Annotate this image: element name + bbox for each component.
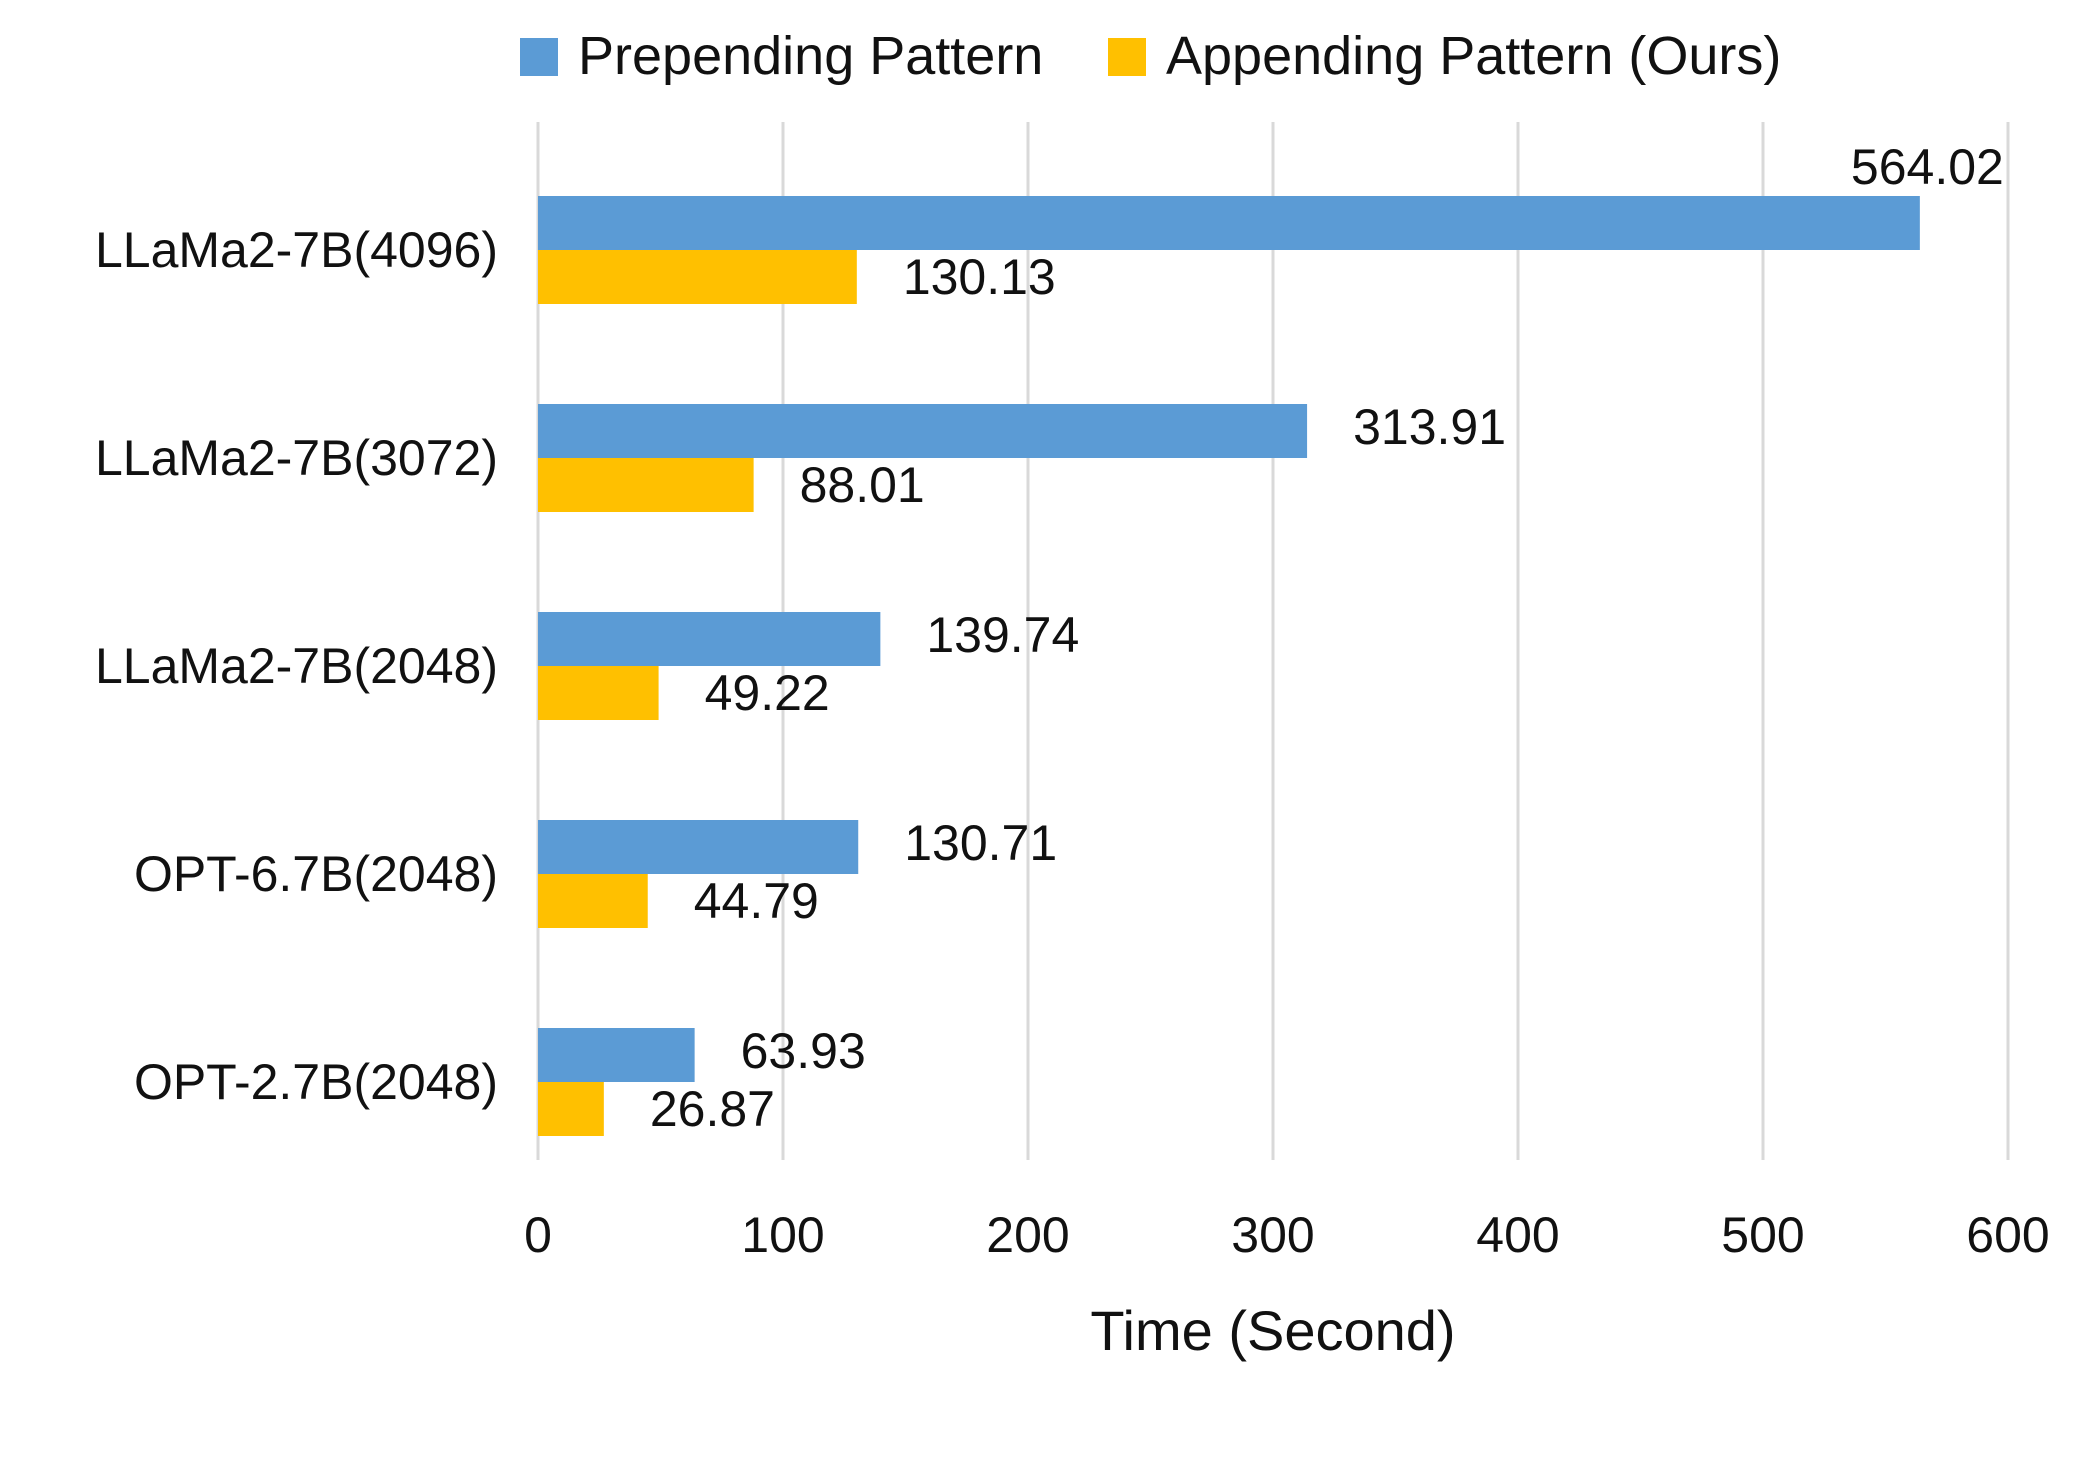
category-label-llama2-7b-2048: LLaMa2-7B(2048)	[95, 638, 498, 694]
value-label-appending-llama2-7b-4096: 130.13	[903, 249, 1056, 305]
bar-prepending-opt-6-7b-2048	[538, 820, 859, 874]
bar-appending-opt-2-7b-2048	[538, 1082, 604, 1136]
x-tick-label-300: 300	[1231, 1207, 1314, 1263]
value-label-appending-opt-2-7b-2048: 26.87	[650, 1081, 775, 1137]
value-labels: 564.02 130.13 313.91 88.01 139.74 49.22 130.71…	[650, 139, 2004, 1137]
value-label-prepending-opt-2-7b-2048: 63.93	[741, 1023, 866, 1079]
legend: Prepending Pattern Appending Pattern (Ou…	[520, 26, 1781, 86]
x-tick-label-200: 200	[986, 1207, 1069, 1263]
value-label-appending-opt-6-7b-2048: 44.79	[694, 873, 819, 929]
value-label-appending-llama2-7b-3072: 88.01	[800, 457, 925, 513]
value-label-prepending-llama2-7b-2048: 139.74	[926, 607, 1079, 663]
x-tick-labels: 0 100 200 300 400 500 600	[524, 1207, 2050, 1263]
legend-swatch-prepending	[520, 38, 558, 76]
value-label-prepending-llama2-7b-3072: 313.91	[1353, 399, 1506, 455]
bars	[538, 196, 1920, 1136]
x-axis-title: Time (Second)	[1090, 1299, 1455, 1362]
x-tick-label-100: 100	[741, 1207, 824, 1263]
x-tick-label-600: 600	[1966, 1207, 2049, 1263]
value-label-appending-llama2-7b-2048: 49.22	[705, 665, 830, 721]
bar-appending-llama2-7b-2048	[538, 666, 659, 720]
value-label-prepending-llama2-7b-4096: 564.02	[1851, 139, 2004, 195]
bar-appending-llama2-7b-3072	[538, 458, 754, 512]
bar-prepending-llama2-7b-3072	[538, 404, 1308, 458]
x-tick-label-400: 400	[1476, 1207, 1559, 1263]
category-labels: LLaMa2-7B(4096) LLaMa2-7B(3072) LLaMa2-7B(…	[95, 222, 498, 1110]
bar-prepending-llama2-7b-4096	[538, 196, 1920, 250]
x-tick-label-500: 500	[1721, 1207, 1804, 1263]
value-label-prepending-opt-6-7b-2048: 130.71	[904, 815, 1057, 871]
legend-label-prepending: Prepending Pattern	[578, 26, 1043, 86]
bar-appending-opt-6-7b-2048	[538, 874, 648, 928]
bar-appending-llama2-7b-4096	[538, 250, 857, 304]
category-label-llama2-7b-3072: LLaMa2-7B(3072)	[95, 430, 498, 486]
legend-label-appending: Appending Pattern (Ours)	[1166, 26, 1781, 86]
legend-swatch-appending	[1108, 38, 1146, 76]
category-label-opt-2-7b-2048: OPT-2.7B(2048)	[134, 1054, 498, 1110]
category-label-opt-6-7b-2048: OPT-6.7B(2048)	[134, 846, 498, 902]
bar-prepending-opt-2-7b-2048	[538, 1028, 695, 1082]
x-tick-label-0: 0	[524, 1207, 552, 1263]
bar-prepending-llama2-7b-2048	[538, 612, 881, 666]
category-label-llama2-7b-4096: LLaMa2-7B(4096)	[95, 222, 498, 278]
